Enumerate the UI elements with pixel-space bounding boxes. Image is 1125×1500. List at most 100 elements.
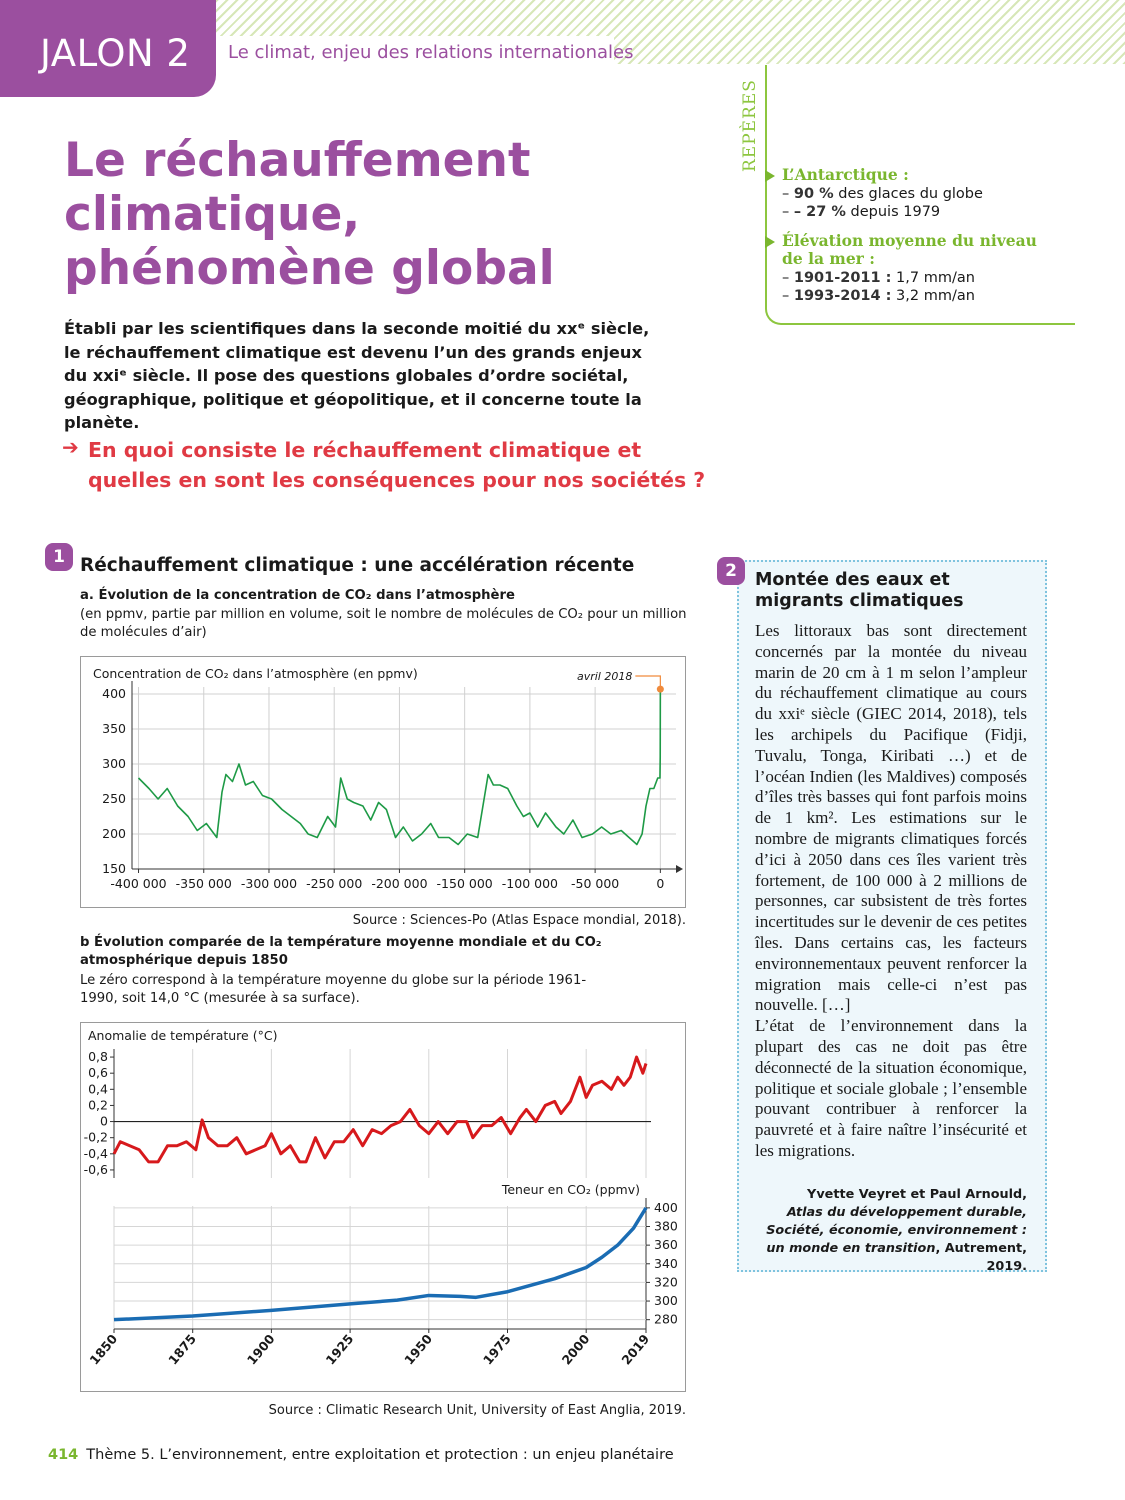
data-point	[656, 685, 664, 693]
chart-a: 150 200 250 300 350 400 -400 000 -350 000 -300 0…	[80, 656, 686, 908]
chart-source: Source : Sciences-Po (Atlas Espace mondi…	[352, 913, 686, 928]
x-tick-label: 1850	[86, 1331, 120, 1368]
text: 3,2 mm/an	[891, 288, 975, 304]
reperes-item-title: L’Antarctique :	[782, 165, 909, 184]
strong: 1993-2014 :	[793, 288, 892, 304]
header-tab: JALON 2	[0, 0, 216, 97]
y-tick-label: 380	[654, 1219, 678, 1234]
question: En quoi consiste le réchauffement climat…	[88, 438, 706, 492]
doc-text: Les littoraux bas sont directement conce…	[755, 621, 1027, 1162]
title-line: climatique,	[64, 187, 361, 242]
page-number: 414	[48, 1447, 79, 1463]
annotation-leader	[635, 675, 661, 690]
x-tick-label: 1875	[165, 1331, 199, 1367]
doc-number: 1	[45, 543, 73, 571]
reperes-line: – 1901-2011 : 1,7 mm/an	[782, 269, 1052, 288]
prefix: –	[782, 185, 794, 202]
strong: 1901-2011 :	[793, 269, 892, 286]
reperes-item: Élévation moyenne du niveau de la mer : …	[765, 230, 1052, 306]
question-arrow: ➔	[62, 435, 79, 459]
header-subtitle: Le climat, enjeu des relations internati…	[228, 42, 634, 63]
bullet	[765, 235, 775, 248]
footer: 414 Thème 5. L’environnement, entre explo…	[48, 1447, 674, 1463]
y-tick-label: 200	[102, 826, 126, 841]
x-tick-label: -300 000	[241, 876, 297, 891]
publisher: , Autrement, 2019.	[935, 1241, 1027, 1274]
axis-title: Anomalie de température (°C)	[88, 1028, 277, 1043]
reperes-heading: REPÈRES	[740, 79, 760, 172]
doc-title: Réchauffement climatique : une accélérat…	[80, 555, 635, 576]
x-tick-label: -200 000	[371, 876, 427, 891]
doc-title: Montée des eaux et migrants climatiques	[755, 570, 964, 611]
axis-title: Teneur en CO₂ (ppmv)	[501, 1182, 640, 1197]
text: des glaces du globe	[833, 185, 983, 202]
prefix: –	[782, 204, 794, 220]
data-line	[137, 689, 662, 846]
x-tick-label: -150 000	[437, 876, 493, 891]
title-line: Le réchauffement	[64, 133, 531, 188]
y-tick-label: 0,4	[88, 1081, 108, 1096]
footer-text: Thème 5. L’environnement, entre exploita…	[86, 1447, 674, 1463]
attribution: Yvette Veyret et Paul Arnould, Atlas du …	[755, 1186, 1027, 1276]
page-title: Le réchauffement climatique, phénomène g…	[64, 134, 555, 296]
x-tick-label: 1900	[244, 1331, 278, 1368]
chart-source: Source : Climatic Research Unit, Univers…	[268, 1403, 686, 1418]
y-tick-label: 400	[654, 1200, 678, 1215]
doc-number: 2	[717, 557, 745, 585]
reperes-item-title: Élévation moyenne du niveau de la mer :	[782, 230, 1037, 268]
y-tick-label: -0,6	[84, 1162, 108, 1177]
y-tick-label: 350	[102, 721, 126, 736]
paragraph: L’état de l’environnement dans la plupar…	[755, 1016, 1027, 1160]
strong: 90 %	[793, 185, 834, 202]
y-tick-label: 340	[654, 1256, 678, 1271]
title-line: phénomène global	[64, 241, 555, 296]
prefix: –	[782, 288, 794, 304]
strong: – 27 %	[793, 204, 846, 220]
chart-note: (en ppmv, partie par million en volume, …	[80, 607, 687, 640]
reperes-line: – 90 % des glaces du globe	[782, 185, 1052, 204]
chart-note: Le zéro correspond à la température moye…	[80, 973, 587, 1006]
axis-title: Concentration de CO₂ dans l’atmosphère (…	[93, 666, 418, 681]
header-label: JALON 2	[40, 32, 191, 75]
x-tick-label: 0	[656, 876, 664, 891]
chart-heading: a. Évolution de la concentration de CO₂ …	[80, 588, 515, 603]
reperes-frame	[765, 65, 1075, 325]
reperes-item: L’Antarctique : – 90 % des glaces du glo…	[765, 165, 1052, 222]
y-tick-label: 150	[102, 861, 126, 876]
prefix: –	[782, 269, 794, 286]
y-tick-label: 0,6	[88, 1065, 108, 1080]
y-tick-label: 250	[102, 791, 126, 806]
y-tick-label: 0,2	[88, 1097, 108, 1112]
intro: Établi par les scientifiques dans la sec…	[64, 319, 650, 432]
x-tick-label: -50 000	[571, 876, 619, 891]
text: 1,7 mm/an	[891, 269, 975, 286]
chart-b: Anomalie de température (°C) -0,6-0,4-0,2…	[80, 1022, 686, 1392]
x-tick-label: 2000	[559, 1331, 593, 1368]
y-tick-label: -0,2	[84, 1130, 108, 1145]
author: Yvette Veyret et Paul Arnould,	[807, 1187, 1027, 1202]
reperes-list: L’Antarctique : – 90 % des glaces du glo…	[765, 165, 1052, 316]
subtitle-box	[216, 36, 614, 66]
data-line	[112, 1055, 648, 1164]
x-tick-label: 1950	[401, 1331, 435, 1368]
y-tick-label: 300	[102, 756, 126, 771]
x-tick-label: -250 000	[306, 876, 362, 891]
y-tick-label: -0,4	[84, 1146, 108, 1161]
doc2-box	[737, 560, 1047, 1272]
x-tick-label: -100 000	[502, 876, 558, 891]
y-tick-label: 320	[654, 1274, 678, 1289]
text: depuis 1979	[845, 204, 941, 220]
y-tick-label: 280	[654, 1312, 678, 1327]
reperes-line: – 1993-2014 : 3,2 mm/an	[782, 287, 1052, 306]
y-tick-label: 0,8	[88, 1049, 108, 1064]
axis-arrow	[676, 865, 683, 873]
paragraph: Les littoraux bas sont directement conce…	[755, 621, 1027, 1015]
x-tick-label: -400 000	[110, 876, 166, 891]
x-tick-label: -350 000	[176, 876, 232, 891]
y-tick-label: 400	[102, 686, 126, 701]
annotation: avril 2018	[577, 670, 632, 683]
chart-heading: b Évolution comparée de la température m…	[80, 935, 602, 968]
x-tick-label: 1925	[323, 1331, 357, 1367]
y-tick-label: 300	[654, 1293, 678, 1308]
